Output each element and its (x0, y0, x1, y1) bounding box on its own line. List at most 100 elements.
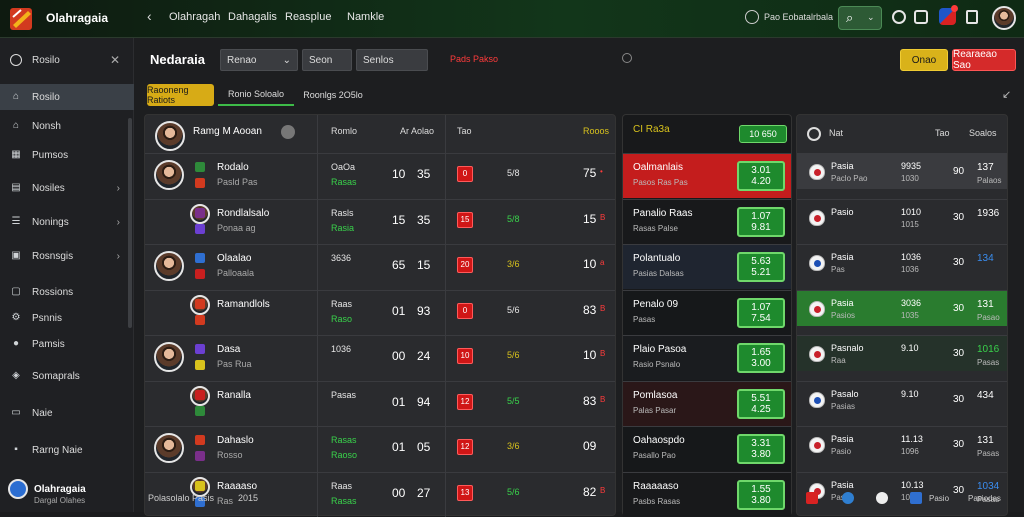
collapse-arrow-icon[interactable]: ↙ (1002, 89, 1012, 101)
footer-flag-icon[interactable] (806, 492, 818, 504)
settings-icon[interactable] (914, 10, 928, 24)
table-row[interactable]: Dahaslo Rosso Rasas Raoso 01 05 12 3/6 09 (145, 426, 615, 471)
odds-button[interactable]: 1.55 3.80 (737, 479, 785, 510)
user-avatar[interactable] (992, 6, 1016, 30)
row-score: 82 (583, 484, 597, 499)
top-right-label[interactable]: Pao Eobatalrbala (764, 12, 834, 22)
flag-icon[interactable] (939, 8, 956, 25)
footer-brand-logo-icon[interactable] (8, 479, 28, 499)
yellow-action-button[interactable]: Onao (900, 49, 948, 71)
row-name: Olaalao (217, 253, 252, 264)
sidebar-item[interactable]: ▭ Naie (0, 400, 134, 426)
notification-icon[interactable] (745, 10, 759, 24)
odds-row[interactable]: Oalmanlais Pasos Ras Pas 3.01 4.20 (623, 153, 791, 198)
table-header-2: Romlo (331, 126, 358, 136)
refresh-icon[interactable] (622, 53, 632, 63)
nav-link-2[interactable]: Dahagalis (228, 11, 277, 23)
sidebar-scrollbar[interactable] (128, 118, 132, 328)
table-row[interactable]: Raaaaso Ras Raas Rasas 00 27 13 5/6 82 B (145, 471, 615, 517)
sidebar-item[interactable]: ☰ Nonings › (0, 209, 134, 235)
tab-active[interactable]: Raooneng Ratiots (147, 84, 214, 106)
table-row[interactable]: Olaalao Palloaala 3636 65 15 20 3/6 10 a (145, 244, 615, 289)
standings-sub: Raa (831, 356, 846, 365)
nav-link-4[interactable]: Namkle (347, 11, 385, 23)
sidebar-item[interactable]: ⌂ Rosilo (0, 84, 134, 110)
odds-value-1: 3.01 (751, 165, 771, 176)
info-icon[interactable] (281, 125, 295, 139)
filter-select-1[interactable]: Renao ⌄ (220, 49, 298, 71)
row-sub: Palloaala (217, 268, 255, 278)
team-badge-icon (195, 344, 205, 354)
row-mid: 3/6 (507, 259, 520, 269)
table-row[interactable]: Dasa Pas Rua 1036 00 24 10 5/6 10 B (145, 335, 615, 380)
odds-row[interactable]: Penalo 09 Pasas 1.07 7.54 (623, 289, 791, 335)
sidebar-header[interactable]: Rosilo ✕ (0, 47, 134, 73)
odds-button[interactable]: 5.51 4.25 (737, 388, 785, 419)
sidebar-item[interactable]: ● Pamsis (0, 331, 134, 357)
standings-c: 137 (977, 162, 994, 173)
row-score: 10 (583, 257, 597, 271)
red-action-button[interactable]: Rearaeao Sao (952, 49, 1016, 71)
odds-row[interactable]: Oahaospdo Pasallo Pao 3.31 3.80 (623, 426, 791, 471)
filter-select-3[interactable]: Senlos (356, 49, 428, 71)
odds-row[interactable]: Polantualo Pasias Dalsas 5.63 5.21 (623, 244, 791, 289)
row-score-flag: B (600, 394, 606, 404)
odds-button[interactable]: 1.65 3.00 (737, 343, 785, 373)
row-score-flag: a (600, 258, 605, 267)
standings-row[interactable]: Pasia Pas 1036 1036 30 134 (797, 244, 1007, 280)
close-icon[interactable]: ✕ (109, 53, 120, 67)
sidebar-item[interactable]: ▣ Rosnsgis › (0, 243, 134, 269)
standings-row[interactable]: Pasia Pasia 10.13 1010 30 1034 Pasas (797, 471, 1007, 508)
row-num1: 01 (392, 440, 406, 454)
row-mid: 5/8 (507, 168, 520, 178)
sidebar-item[interactable]: ◈ Somaprals (0, 363, 134, 389)
sidebar-item[interactable]: ▪ Rarng Naie (0, 437, 134, 463)
footer-link-1[interactable]: Pasio (929, 494, 950, 503)
tab-2[interactable]: Ronio Soloalo (218, 84, 294, 106)
brand-name[interactable]: Olahragaia (46, 11, 109, 25)
row-score: 15 (583, 211, 597, 226)
standings-row[interactable]: Pasia Pasio 11.13 1096 30 131 Pasas (797, 426, 1007, 462)
standings-row[interactable]: Pasia Pasios 3036 1035 30 131 Pasao (797, 289, 1007, 326)
sidebar-item[interactable]: ⌂ Nonsh (0, 113, 134, 139)
nav-link-3[interactable]: Reasplue (285, 11, 332, 23)
sidebar-item[interactable]: ▤ Nosiles › (0, 175, 134, 201)
back-chevron-icon[interactable]: ‹ (147, 8, 152, 24)
table-row[interactable]: Rondlalsalo Ponaa ag Rasls Rasia 15 35 15 5/8 15… (145, 198, 615, 244)
odds-button[interactable]: 1.07 9.81 (737, 206, 785, 237)
sidebar-item[interactable]: ▢ Rossions (0, 279, 134, 305)
exit-icon[interactable] (966, 10, 978, 24)
odds-row[interactable]: Panalio Raas Rasas Palse 1.07 9.81 (623, 198, 791, 244)
footer-ball-icon[interactable] (876, 492, 888, 504)
standings-row[interactable]: Pasalo Pasias 9.10 30 434 (797, 380, 1007, 417)
odds-button[interactable]: 1.07 7.54 (737, 297, 785, 328)
filter-select-2[interactable]: Seon (302, 49, 352, 71)
odds-button[interactable]: 3.31 3.80 (737, 434, 785, 464)
main-content: Nedaraia Renao ⌄ Seon Senlos Pads Pakso … (134, 38, 1024, 517)
table-row[interactable]: Rodalo Pasld Pas OaOa Rasas 10 35 0 5/8 75 • (145, 153, 615, 198)
odds-header-button[interactable]: 10 650 (739, 125, 787, 143)
brand-logo-icon[interactable] (8, 5, 36, 33)
odds-row[interactable]: Pomlasoa Palas Pasar 5.51 4.25 (623, 380, 791, 426)
standings-row[interactable]: Pasnalo Raa 9.10 30 1016 Pasas (797, 335, 1007, 371)
odds-button[interactable]: 3.01 4.20 (737, 161, 785, 191)
footer-chat-icon[interactable] (842, 492, 854, 504)
sidebar-item[interactable]: ⚙ Psnnis (0, 305, 134, 331)
standings-a2: 1035 (901, 310, 919, 320)
standings-row[interactable]: Pasio 1010 1015 30 1936 (797, 198, 1007, 235)
row-num1: 01 (392, 303, 406, 318)
odds-row[interactable]: Plaio Pasoa Rasio Psnalo 1.65 3.00 (623, 335, 791, 380)
odds-button[interactable]: 5.63 5.21 (737, 252, 785, 282)
table-row[interactable]: Ramandlols Raas Raso 01 93 0 5/6 83 B (145, 289, 615, 335)
standings-row[interactable]: Pasia Paclo Pao 9935 1030 90 137 Palaos (797, 153, 1007, 189)
odds-row[interactable]: Raaaaaso Pasbs Rasas 1.55 3.80 (623, 471, 791, 517)
row-num2: 93 (417, 303, 431, 318)
tab-3[interactable]: Roonlgs 2O5lo (303, 90, 363, 100)
table-row[interactable]: Ranalla Pasas 01 94 12 5/5 83 B (145, 380, 615, 426)
search-dropdown[interactable]: ⌕ ⌄ (838, 6, 882, 30)
sidebar-item[interactable]: ▦ Pumsos (0, 142, 134, 168)
nav-link-1[interactable]: Olahragah (169, 11, 221, 23)
footer-apps-icon[interactable] (910, 492, 922, 504)
footer-link-2[interactable]: Pasiodas (968, 494, 1001, 503)
globe-icon[interactable] (892, 10, 906, 24)
